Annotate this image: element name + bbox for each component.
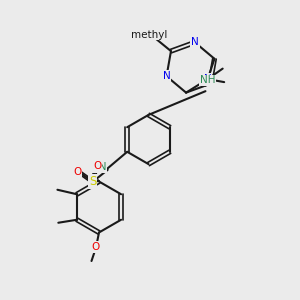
Text: O: O bbox=[93, 160, 101, 171]
Text: N: N bbox=[191, 38, 199, 47]
Text: O: O bbox=[73, 167, 81, 177]
Text: HN: HN bbox=[91, 162, 106, 172]
Text: S: S bbox=[89, 175, 96, 188]
Text: NH: NH bbox=[200, 75, 216, 85]
Text: methyl: methyl bbox=[131, 30, 167, 40]
Text: N: N bbox=[163, 71, 170, 81]
Text: O: O bbox=[91, 242, 100, 252]
Text: N: N bbox=[204, 74, 212, 84]
